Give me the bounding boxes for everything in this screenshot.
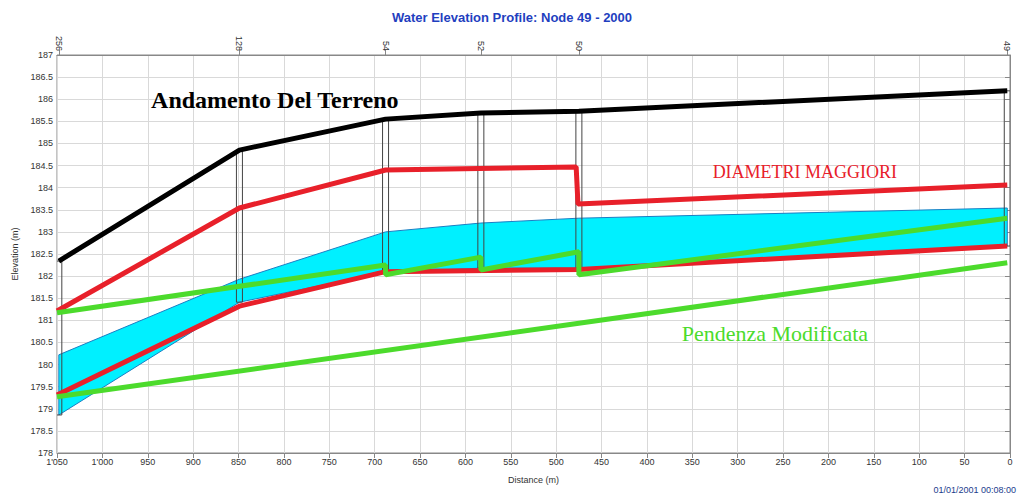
svg-text:450: 450 xyxy=(594,457,609,467)
svg-text:49: 49 xyxy=(1002,41,1012,51)
svg-text:181: 181 xyxy=(38,315,53,325)
svg-text:179: 179 xyxy=(38,404,53,414)
svg-text:183: 183 xyxy=(38,227,53,237)
svg-text:1'050: 1'050 xyxy=(46,457,68,467)
svg-text:350: 350 xyxy=(685,457,700,467)
svg-text:650: 650 xyxy=(413,457,428,467)
svg-text:600: 600 xyxy=(458,457,473,467)
svg-text:300: 300 xyxy=(730,457,745,467)
svg-text:750: 750 xyxy=(322,457,337,467)
svg-text:185.5: 185.5 xyxy=(30,116,53,126)
svg-text:1'000: 1'000 xyxy=(92,457,114,467)
svg-text:180: 180 xyxy=(38,360,53,370)
svg-text:50: 50 xyxy=(960,457,970,467)
svg-text:100: 100 xyxy=(912,457,927,467)
svg-text:54: 54 xyxy=(381,41,391,51)
svg-text:850: 850 xyxy=(231,457,246,467)
svg-text:186.5: 186.5 xyxy=(30,72,53,82)
svg-text:800: 800 xyxy=(276,457,291,467)
svg-text:700: 700 xyxy=(367,457,382,467)
svg-text:52: 52 xyxy=(476,41,486,51)
svg-text:950: 950 xyxy=(140,457,155,467)
svg-text:181.5: 181.5 xyxy=(30,293,53,303)
svg-text:01/01/2001 00:08:00: 01/01/2001 00:08:00 xyxy=(933,485,1016,495)
svg-text:900: 900 xyxy=(186,457,201,467)
svg-text:50: 50 xyxy=(574,41,584,51)
svg-text:150: 150 xyxy=(866,457,881,467)
svg-text:185: 185 xyxy=(38,138,53,148)
svg-text:Distance (m): Distance (m) xyxy=(508,475,559,485)
svg-text:187: 187 xyxy=(38,50,53,60)
svg-text:182: 182 xyxy=(38,271,53,281)
svg-text:128: 128 xyxy=(234,36,244,51)
svg-text:184.5: 184.5 xyxy=(30,161,53,171)
svg-text:200: 200 xyxy=(821,457,836,467)
svg-text:178.5: 178.5 xyxy=(30,426,53,436)
svg-text:DIAMETRI MAGGIORI: DIAMETRI MAGGIORI xyxy=(713,162,897,182)
svg-text:180.5: 180.5 xyxy=(30,337,53,347)
svg-text:Andamento Del Terreno: Andamento Del Terreno xyxy=(151,87,399,113)
svg-text:400: 400 xyxy=(639,457,654,467)
svg-text:0: 0 xyxy=(1007,457,1012,467)
svg-text:182.5: 182.5 xyxy=(30,249,53,259)
svg-text:550: 550 xyxy=(503,457,518,467)
svg-text:500: 500 xyxy=(549,457,564,467)
svg-text:256: 256 xyxy=(54,36,64,51)
svg-text:Elevation (m): Elevation (m) xyxy=(10,227,20,280)
svg-text:178: 178 xyxy=(38,448,53,458)
svg-text:Pendenza Modificata: Pendenza Modificata xyxy=(682,321,869,346)
svg-text:183.5: 183.5 xyxy=(30,205,53,215)
svg-text:Water Elevation Profile: Node: Water Elevation Profile: Node 49 - 2000 xyxy=(392,10,632,25)
svg-text:250: 250 xyxy=(776,457,791,467)
svg-text:184: 184 xyxy=(38,183,53,193)
svg-text:186: 186 xyxy=(38,94,53,104)
svg-text:179.5: 179.5 xyxy=(30,382,53,392)
